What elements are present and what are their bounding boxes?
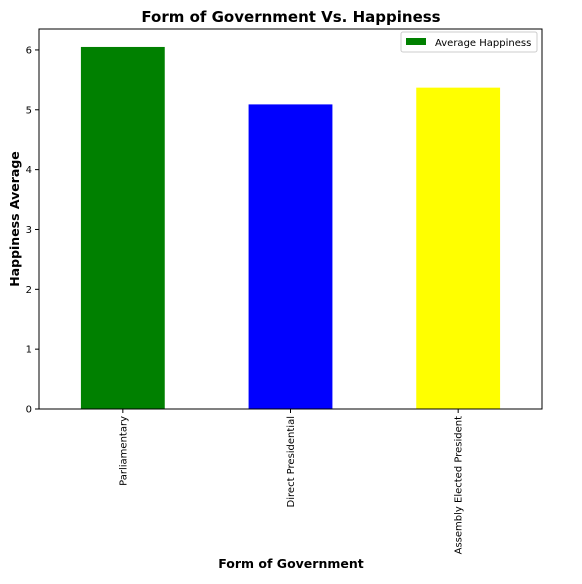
x-axis-label: Form of Government <box>218 556 363 571</box>
legend-entry: Average Happiness <box>435 38 531 49</box>
legend-box <box>400 31 538 53</box>
legend: Average Happiness <box>400 31 538 53</box>
y-tick-label: 5 <box>26 105 32 116</box>
bar-assembly-elected-president <box>416 87 501 410</box>
y-tick-label: 3 <box>26 225 32 236</box>
y-axis-label: Happiness Average <box>7 151 22 287</box>
x-tick-label: Direct Presidential <box>286 416 297 507</box>
y-tick-label: 6 <box>26 45 32 56</box>
y-tick-label: 1 <box>26 345 32 356</box>
bar-direct-presidential <box>248 104 333 409</box>
plot-area: 0 1 2 3 4 5 6 Parliamentary Direct Presidential… <box>26 28 543 554</box>
y-tick-label: 4 <box>26 165 32 176</box>
y-tick-label: 0 <box>26 405 32 416</box>
bar-parliamentary <box>80 46 165 409</box>
x-tick-label: Parliamentary <box>118 416 129 486</box>
chart-title: Form of Government Vs. Happiness <box>141 8 440 26</box>
x-tick-label: Assembly Elected President <box>454 416 465 554</box>
y-axis-ticks: 0 1 2 3 4 5 6 <box>26 45 39 416</box>
legend-swatch <box>406 38 426 45</box>
x-axis-ticks: Parliamentary Direct Presidential Assembly… <box>118 409 465 554</box>
y-tick-label: 2 <box>26 285 32 296</box>
bars <box>80 46 501 410</box>
